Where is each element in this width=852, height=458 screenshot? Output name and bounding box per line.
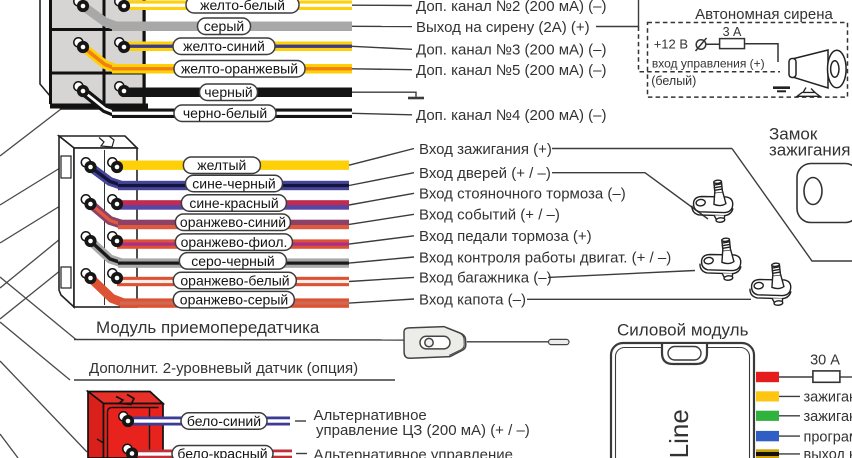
svg-text:черно-белый: черно-белый [183, 105, 267, 121]
svg-text:желто-белый: желто-белый [200, 0, 285, 13]
svg-text:серо-черный: серо-черный [191, 253, 275, 269]
svg-text:серый: серый [204, 18, 244, 34]
svg-text:Автономная сирена: Автономная сирена [695, 6, 833, 23]
svg-text:Вход стояночного тормоза (–): Вход стояночного тормоза (–) [419, 186, 626, 203]
svg-text:30 А: 30 А [810, 352, 840, 368]
svg-text:Альтернативное управление: Альтернативное управление [314, 447, 513, 458]
svg-text:Вход зажигания (+): Вход зажигания (+) [419, 141, 552, 158]
svg-text:зажигание 1: зажигание 1 [804, 390, 852, 406]
svg-text:(белый): (белый) [651, 74, 696, 88]
svg-text:бело-красный: бело-красный [177, 446, 267, 458]
svg-text:зажигание 2: зажигание 2 [804, 409, 852, 425]
svg-text:управление ЦЗ (200 мА) (+ / –): управление ЦЗ (200 мА) (+ / –) [316, 422, 530, 439]
svg-text:3 А: 3 А [723, 25, 742, 39]
svg-text:желто-синий: желто-синий [183, 38, 265, 54]
svg-text:оранжево-серый: оранжево-серый [180, 292, 288, 308]
svg-text:выход на ст: выход на ст [804, 447, 852, 458]
svg-text:Вход дверей (+ / –): Вход дверей (+ / –) [419, 165, 551, 182]
svg-text:+12 В: +12 В [654, 36, 688, 51]
svg-text:оранжево-синий: оранжево-синий [180, 214, 286, 230]
svg-text:Вход контроля работы двигат. (: Вход контроля работы двигат. (+ / –) [419, 249, 671, 266]
svg-text:Модуль приемопередатчика: Модуль приемопередатчика [96, 318, 320, 337]
svg-text:зажигания: зажигания [769, 141, 851, 160]
svg-text:Вход педали тормоза (+): Вход педали тормоза (+) [419, 228, 592, 245]
svg-text:Силовой модуль: Силовой модуль [617, 321, 749, 340]
svg-text:Вход багажника (–): Вход багажника (–) [419, 270, 552, 287]
svg-text:Замок: Замок [769, 125, 818, 144]
svg-text:сине-черный: сине-черный [192, 175, 275, 191]
svg-text:Доп. канал №2 (200 мА) (–): Доп. канал №2 (200 мА) (–) [416, 0, 607, 15]
svg-text:черный: черный [204, 84, 252, 100]
svg-text:Доп. канал №5 (200 мА) (–): Доп. канал №5 (200 мА) (–) [416, 62, 607, 79]
svg-text:Дополнит. 2-уровневый датчик (: Дополнит. 2-уровневый датчик (опция) [89, 360, 358, 377]
svg-text:Выход на сирену (2А) (+): Выход на сирену (2А) (+) [416, 19, 590, 36]
svg-text:программир.: программир. [804, 429, 852, 445]
svg-text:Вход капота (–): Вход капота (–) [419, 291, 526, 308]
svg-text:желто-оранжевый: желто-оранжевый [181, 61, 298, 77]
svg-text:вход управления (+): вход управления (+) [652, 57, 765, 71]
svg-text:сине-красный: сине-красный [189, 195, 278, 211]
svg-text:желтый: желтый [197, 157, 246, 173]
svg-text:Доп. канал №3 (200 мА) (–): Доп. канал №3 (200 мА) (–) [416, 42, 607, 59]
svg-text:Доп. канал №4 (200 мА) (–): Доп. канал №4 (200 мА) (–) [416, 107, 607, 124]
svg-text:Альтернативное: Альтернативное [314, 407, 427, 424]
svg-text:бело-синий: бело-синий [187, 413, 261, 429]
svg-text:StarLine: StarLine [664, 409, 694, 458]
svg-text:оранжево-фиол.: оранжево-фиол. [181, 234, 288, 250]
svg-text:оранжево-белый: оранжево-белый [180, 272, 289, 288]
svg-text:Вход событий (+ / –): Вход событий (+ / –) [419, 207, 560, 224]
